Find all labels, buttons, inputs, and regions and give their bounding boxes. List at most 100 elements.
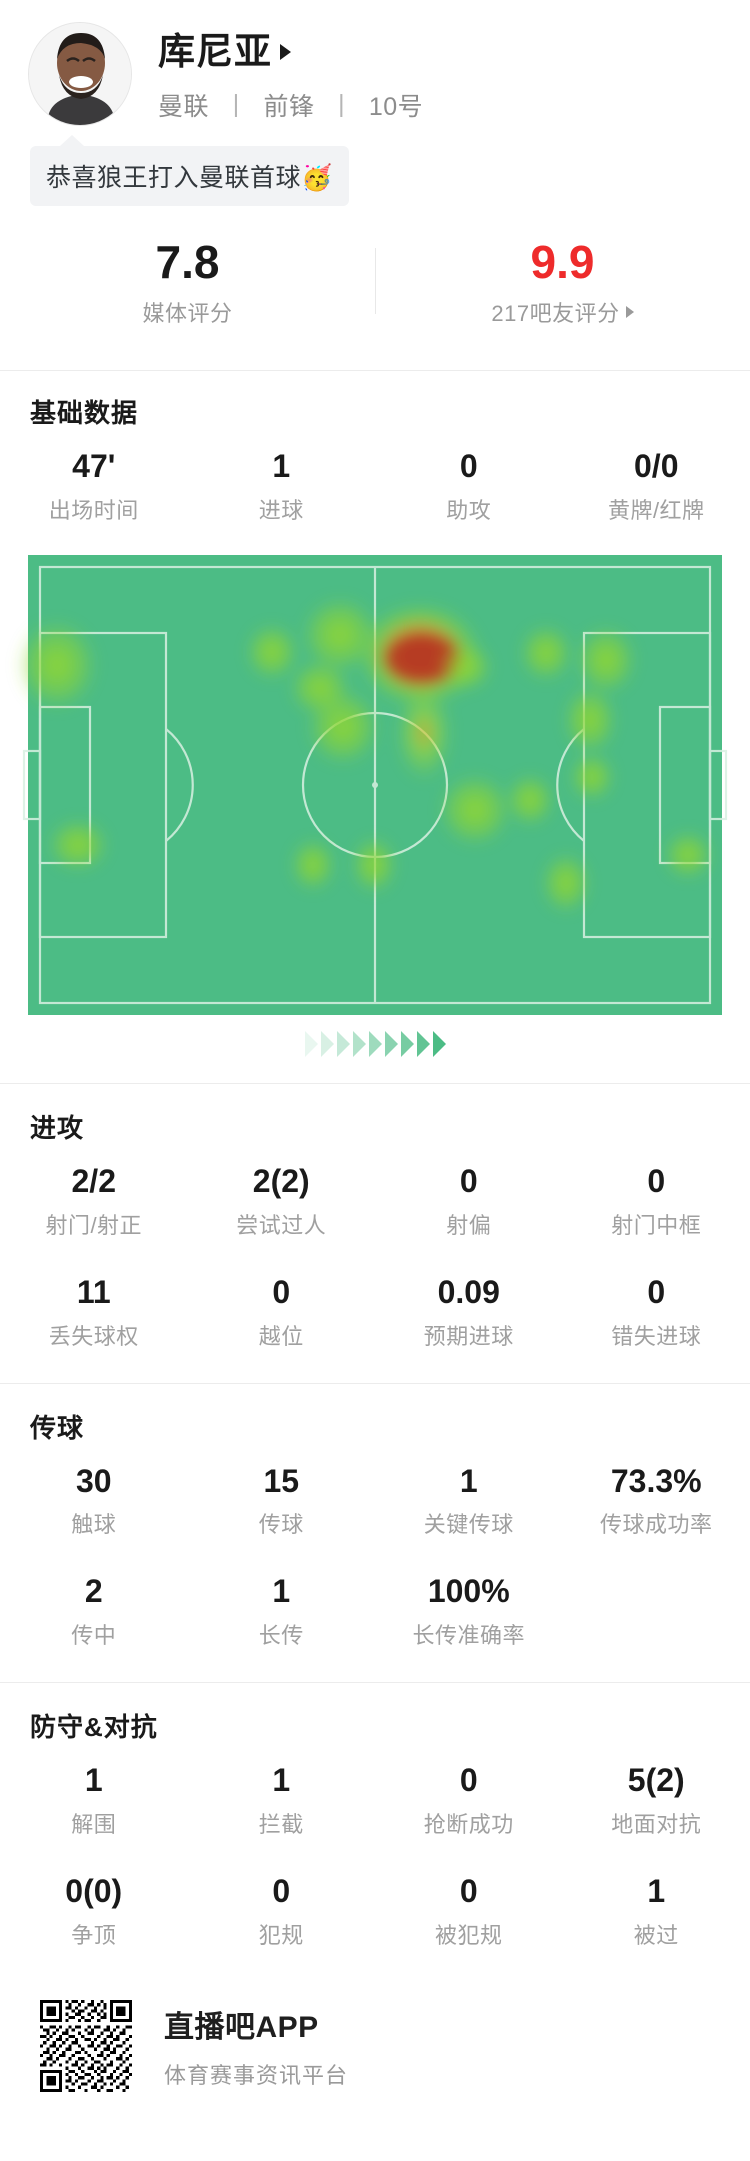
stat-value: 0(0) [65,1873,123,1910]
player-portrait-icon [29,23,131,125]
stat-value: 1 [272,1573,291,1610]
page-title: 库尼亚 [158,31,272,72]
stat-value: 2/2 [71,1163,116,1200]
stat-label: 黄牌/红牌 [607,498,705,524]
section-title-attack: 进攻 [30,1113,85,1144]
stat-value: 47' [72,448,116,485]
stat-value: 0.09 [437,1273,500,1310]
stat-cell: 1 解围 [0,1744,188,1855]
triangle-right-icon [625,306,634,319]
stat-cell: 0/0 黄牌/红牌 [563,430,750,541]
avatar[interactable] [28,22,132,126]
stat-row: 11 丢失球权 0 越位 0.09 预期进球 0 错失进球 [0,1256,750,1367]
stat-label: 预期进球 [423,1323,514,1349]
app-footer: 直播吧APP 体育赛事资讯平台 [0,1966,750,2092]
stat-label: 进球 [258,498,304,524]
stat-cell: 30 触球 [0,1445,188,1556]
player-header: 库尼亚 曼联 丨 前锋 丨 10号 [0,0,750,126]
stat-value: 0 [459,448,478,485]
media-rating-label-text: 媒体评分 [142,301,233,327]
stat-cell: 1 长传 [188,1555,376,1666]
stat-value: 0 [272,1873,291,1910]
stat-value: 11 [76,1273,111,1310]
stat-value: 0 [272,1273,291,1310]
stat-cell: 0 错失进球 [563,1256,750,1367]
stat-value: 1 [272,1762,291,1799]
chevron-right-icon [320,1031,334,1058]
stat-row: 30 触球 15 传球 1 关键传球 73.3% 传球成功率 [0,1445,750,1556]
section-attack: 进攻 2/2 射门/射正 2(2) 尝试过人 0 射偏 0 射门中框 11 丢失… [0,1084,750,1367]
divider-defense [0,1682,750,1684]
player-info: 库尼亚 曼联 丨 前锋 丨 10号 [158,22,423,123]
stat-value: 5(2) [627,1762,685,1799]
stat-label: 解围 [71,1812,117,1838]
stat-value: 2 [84,1573,103,1610]
stat-cell: 0 被犯规 [375,1855,563,1966]
stat-value: 0 [459,1873,478,1910]
chevron-right-icon [416,1031,430,1058]
media-rating: 7.8 媒体评分 [0,238,375,328]
comment-bubble[interactable]: 恭喜狼王打入曼联首球🥳 [30,135,349,206]
stat-cell: 1 拦截 [188,1744,376,1855]
stat-value: 1 [272,448,291,485]
stat-value: 1 [459,1462,478,1499]
comment-text: 恭喜狼王打入曼联首球 [46,164,302,192]
stat-label: 助攻 [446,498,492,524]
heatmap-pitch[interactable] [0,555,750,1016]
fan-rating-label-text: 217吧友评分 [491,301,620,327]
pitch-heatmap-svg [17,555,728,1016]
fan-rating[interactable]: 9.9 217吧友评分 [375,238,750,328]
chevron-right-icon [304,1031,318,1058]
stat-cell: 1 被过 [563,1855,750,1966]
stat-label: 尝试过人 [236,1212,327,1238]
stat-cell: 47' 出场时间 [0,430,188,541]
meta-separator-2: 丨 [328,92,355,121]
app-tagline: 体育赛事资讯平台 [164,2062,349,2088]
fan-rating-label: 217吧友评分 [491,296,634,328]
stat-value: 0 [459,1163,478,1200]
stat-label: 射偏 [446,1212,492,1238]
stat-label: 地面对抗 [611,1812,702,1838]
ratings-row: 7.8 媒体评分 9.9 217吧友评分 [0,238,750,354]
stat-row: 1 解围 1 拦截 0 抢断成功 5(2) 地面对抗 [0,1744,750,1855]
stat-label: 出场时间 [48,498,139,524]
divider-attack [0,1083,750,1085]
stat-label: 长传 [258,1623,304,1649]
comment-bubble-wrap: 恭喜狼王打入曼联首球🥳 [0,126,750,206]
section-passing: 传球 30 触球 15 传球 1 关键传球 73.3% 传球成功率 2 传中 1… [0,1384,750,1667]
divider-ratings [0,370,750,372]
stat-value: 1 [647,1873,666,1910]
qr-code-icon[interactable] [40,1999,132,2092]
stat-label: 传球 [258,1512,304,1538]
player-name-row[interactable]: 库尼亚 [158,31,423,73]
chevron-right-icon [400,1031,414,1058]
stat-label: 丢失球权 [48,1323,139,1349]
section-title-passing: 传球 [30,1412,85,1443]
stat-cell: 73.3% 传球成功率 [563,1445,750,1556]
stat-cell: 5(2) 地面对抗 [563,1744,750,1855]
chevron-right-icon [432,1031,446,1058]
chevron-right-icon [352,1031,366,1058]
stat-label: 射门/射正 [45,1212,143,1238]
stat-label: 射门中框 [611,1212,702,1238]
stat-label: 被过 [633,1922,679,1948]
stat-row: 0(0) 争顶 0 犯规 0 被犯规 1 被过 [0,1855,750,1966]
stat-value: 0 [459,1762,478,1799]
stat-label: 错失进球 [611,1323,702,1349]
stat-cell: 0 犯规 [188,1855,376,1966]
stat-cell: 1 进球 [188,430,376,541]
stat-cell-empty: - - [563,1555,750,1666]
stat-value: 2(2) [252,1163,310,1200]
player-meta: 曼联 丨 前锋 丨 10号 [158,87,423,123]
stat-label: 触球 [71,1512,117,1538]
stat-label: 被犯规 [434,1922,503,1948]
divider-pass [0,1382,750,1384]
section-title-defense: 防守&对抗 [30,1712,158,1743]
stat-label: 争顶 [71,1922,117,1948]
stat-cell: 0 抢断成功 [375,1744,563,1855]
section-title-basic: 基础数据 [30,398,139,429]
chevron-right-icon [368,1031,382,1058]
stat-label: 犯规 [258,1922,304,1948]
stat-value: 0/0 [634,448,679,485]
stat-value: 1 [84,1762,103,1799]
